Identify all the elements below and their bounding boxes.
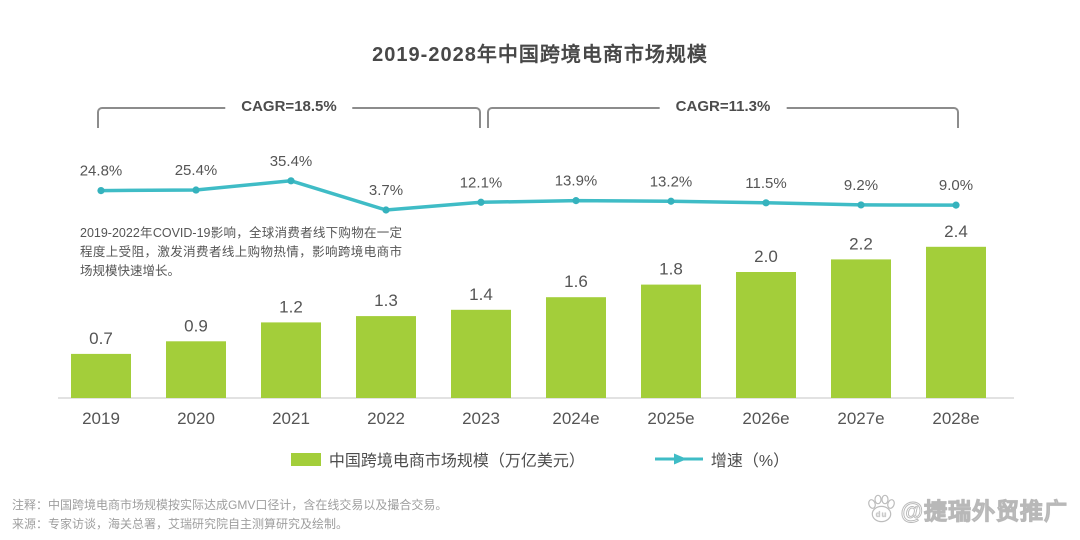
chart-title: 2019-2028年中国跨境电商市场规模 [372,44,708,66]
svg-text:25.4%: 25.4% [175,162,218,179]
bar-series-swatch-icon [290,452,321,466]
svg-text:9.2%: 9.2% [844,177,878,194]
chart-legend: 中国跨境电商市场规模（万亿美元） 增速（%） [0,447,1080,471]
svg-text:2.0: 2.0 [754,247,778,266]
svg-text:1.3: 1.3 [374,291,398,310]
legend-item-market-size: 中国跨境电商市场规模（万亿美元） [290,447,585,471]
svg-text:13.2%: 13.2% [650,173,693,190]
svg-text:9.0%: 9.0% [939,177,973,194]
svg-text:2019: 2019 [82,409,120,428]
svg-text:2.2: 2.2 [849,234,873,253]
svg-text:13.9%: 13.9% [555,173,598,190]
svg-text:2023: 2023 [462,409,500,428]
svg-text:2028e: 2028e [932,409,979,428]
svg-text:0.9: 0.9 [184,316,208,335]
svg-text:11.5%: 11.5% [745,175,786,192]
svg-text:2026e: 2026e [742,409,789,428]
svg-text:12.1%: 12.1% [460,174,503,191]
svg-text:2.4: 2.4 [944,222,968,241]
legend-item-growth-rate: 增速（%） [654,447,790,471]
cagr-bracket-left: CAGR=18.5% [97,98,481,128]
svg-text:35.4%: 35.4% [270,153,313,170]
svg-text:2025e: 2025e [647,409,694,428]
svg-text:2021: 2021 [272,409,310,428]
svg-text:0.7: 0.7 [89,329,113,348]
watermark-text: @捷瑞外贸推广 [900,498,1068,525]
cagr-right-label: CAGR=11.3% [659,98,787,115]
svg-text:2022: 2022 [367,409,405,428]
svg-text:2024e: 2024e [552,409,599,428]
cagr-left-label: CAGR=18.5% [225,98,353,115]
svg-text:2027e: 2027e [837,409,884,428]
footnotes: 注释：中国跨境电商市场规模按实际达成GMV口径计，含在线交易以及撮合交易。 来源… [12,496,447,534]
svg-text:24.8%: 24.8% [80,163,123,180]
watermark: du @捷瑞外贸推广 [865,492,1068,526]
svg-text:3.7%: 3.7% [369,182,403,199]
covid-annotation: 2019-2022年COVID-19影响，全球消费者线下购物在一定程度上受阻，激… [80,226,402,278]
legend-bar-label: 中国跨境电商市场规模（万亿美元） [328,453,585,470]
svg-text:1.8: 1.8 [659,260,683,279]
note-source: 来源：专家访谈，海关总署，艾瑞研究院自主测算研究及绘制。 [12,517,349,532]
baidu-paw-icon: du [867,494,895,523]
svg-text:2020: 2020 [177,409,215,428]
svg-text:1.6: 1.6 [564,272,588,291]
svg-text:du: du [875,510,887,519]
legend-line-label: 增速（%） [710,453,790,470]
cagr-bracket-right: CAGR=11.3% [487,98,959,128]
note-definition: 注释：中国跨境电商市场规模按实际达成GMV口径计，含在线交易以及撮合交易。 [12,498,448,512]
svg-text:1.4: 1.4 [469,285,493,304]
line-series-arrow-icon [654,453,703,465]
svg-text:1.2: 1.2 [279,297,303,316]
